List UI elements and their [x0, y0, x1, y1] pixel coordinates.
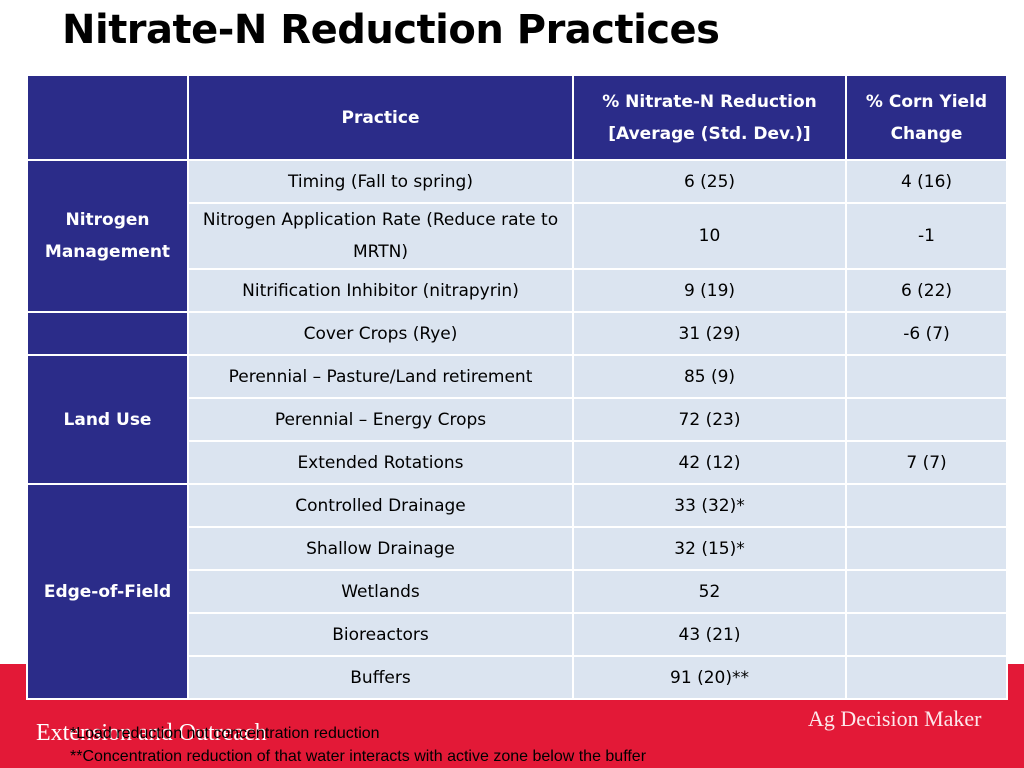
table-row: Land Use Perennial – Pasture/Land retire… [26, 354, 1008, 485]
yield-cell: 4 (16) [845, 159, 1008, 204]
category-land-use: Land Use [26, 354, 189, 485]
page-title: Nitrate-N Reduction Practices [62, 7, 720, 53]
practice-cell: Cover Crops (Rye) [187, 311, 574, 356]
category-edge-of-field: Edge-of-Field [26, 483, 189, 700]
header-category [26, 74, 189, 161]
table-row: Bioreactors 43 (21) [27, 612, 1008, 657]
footer-right-text: Ag Decision Maker [808, 706, 982, 731]
practice-cell: Perennial – Energy Crops [187, 397, 574, 442]
header-practice: Practice [187, 74, 574, 161]
reduction-cell: 33 (32)* [572, 483, 847, 528]
practices-table: Practice % Nitrate-N Reduction [Average … [26, 74, 1008, 700]
reduction-cell: 31 (29) [572, 311, 847, 356]
reduction-cell: 10 [572, 202, 847, 270]
table-row: Nitrogen Management Timing (Fall to spri… [26, 159, 1008, 313]
practice-cell: Perennial – Pasture/Land retirement [187, 354, 574, 399]
reduction-cell: 85 (9) [572, 354, 847, 399]
category-empty [26, 311, 189, 356]
yield-cell [845, 483, 1008, 528]
practice-cell: Nitrogen Application Rate (Reduce rate t… [187, 202, 574, 270]
header-nitrate-reduction: % Nitrate-N Reduction [Average (Std. Dev… [572, 74, 847, 161]
table-row: Cover Crops (Rye) 31 (29) -6 (7) [26, 311, 1008, 356]
practice-cell: Shallow Drainage [187, 526, 574, 571]
practice-cell: Nitrification Inhibitor (nitrapyrin) [187, 268, 574, 313]
footnotes: *Load reduction not concentration reduct… [70, 722, 646, 768]
footnote-concentration-reduction: **Concentration reduction of that water … [70, 748, 647, 765]
table-row: Nitrification Inhibitor (nitrapyrin) 9 (… [27, 268, 1008, 313]
reduction-cell: 6 (25) [572, 159, 847, 204]
table-row: Buffers 91 (20)** [27, 655, 1008, 700]
yield-cell [845, 526, 1008, 571]
reduction-cell: 52 [572, 569, 847, 614]
header-corn-yield: % Corn Yield Change [845, 74, 1008, 161]
reduction-cell: 9 (19) [572, 268, 847, 313]
yield-cell: -1 [845, 202, 1008, 270]
table-row: Wetlands 52 [27, 569, 1008, 614]
practice-cell: Extended Rotations [187, 440, 574, 485]
yield-cell: 7 (7) [845, 440, 1008, 485]
yield-cell [845, 612, 1008, 657]
footer-logo-text: Extension and Outreach [36, 720, 267, 746]
practice-cell: Bioreactors [187, 612, 574, 657]
category-nitrogen-management: Nitrogen Management [26, 159, 189, 313]
yield-cell [845, 569, 1008, 614]
table-row: Edge-of-Field Controlled Drainage 33 (32… [26, 483, 1008, 700]
yield-cell [845, 655, 1008, 700]
footnote-load-reduction: *Load reduction not concentration reduct… [70, 725, 380, 742]
table-row: Perennial – Energy Crops 72 (23) [27, 397, 1008, 442]
reduction-cell: 91 (20)** [572, 655, 847, 700]
practice-cell: Controlled Drainage [187, 483, 574, 528]
yield-cell [845, 354, 1008, 399]
reduction-cell: 43 (21) [572, 612, 847, 657]
yield-cell [845, 397, 1008, 442]
reduction-cell: 72 (23) [572, 397, 847, 442]
table-row: Nitrogen Application Rate (Reduce rate t… [27, 202, 1008, 270]
reduction-cell: 32 (15)* [572, 526, 847, 571]
yield-cell: 6 (22) [845, 268, 1008, 313]
practice-cell: Wetlands [187, 569, 574, 614]
practice-cell: Buffers [187, 655, 574, 700]
table-row: Extended Rotations 42 (12) 7 (7) [27, 440, 1008, 485]
table-row: Shallow Drainage 32 (15)* [27, 526, 1008, 571]
header-row: Practice % Nitrate-N Reduction [Average … [26, 74, 1008, 161]
reduction-cell: 42 (12) [572, 440, 847, 485]
practice-cell: Timing (Fall to spring) [187, 159, 574, 204]
yield-cell: -6 (7) [845, 311, 1008, 356]
